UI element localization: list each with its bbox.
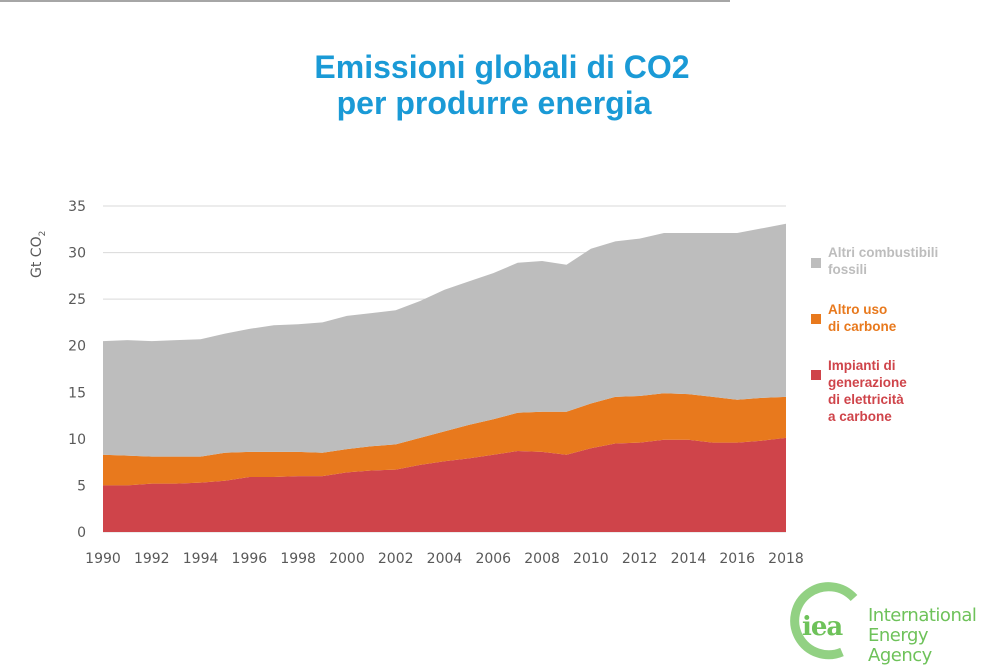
legend-label-line: a carbone: [828, 409, 892, 424]
x-tick-label: 1996: [232, 551, 268, 567]
area-coal-power: [103, 437, 786, 532]
iea-logo-mark: iea: [802, 612, 843, 642]
iea-logo-ring-icon: [790, 582, 858, 660]
x-axis-ticks: 1990 1992 1994 1996 1998 2000 2002 2004 2006 2008…: [85, 551, 804, 567]
iea-logo-text: International Energy Agency: [868, 606, 994, 666]
area-series: [103, 223, 786, 532]
chart-title-line-2: per produrre energia: [336, 85, 652, 121]
legend-swatch-other-fossil: [811, 258, 821, 268]
x-tick-label: 2008: [524, 551, 560, 567]
y-tick-label: 25: [68, 292, 86, 308]
y-tick-label: 5: [77, 478, 86, 494]
iea-logo-line-1: International: [868, 605, 977, 626]
x-tick-label: 2000: [329, 551, 365, 567]
legend-label-line: Altri combustibili: [828, 245, 939, 260]
legend-swatch-coal-power: [811, 370, 821, 380]
legend-label-line: di carbone: [828, 319, 897, 334]
x-tick-label: 2006: [475, 551, 511, 567]
chart-title-line-1: Emissioni globali di CO2: [314, 49, 690, 85]
y-tick-label: 10: [68, 432, 86, 448]
y-axis-label: Gt CO2: [29, 231, 48, 278]
y-tick-label: 0: [77, 525, 86, 541]
legend-item-coal-power: Impianti di generazione di elettricità a…: [811, 357, 991, 425]
y-tick-label: 15: [68, 385, 86, 401]
x-tick-label: 1998: [280, 551, 316, 567]
top-rule: [0, 0, 730, 2]
y-axis-ticks: 0 5 10 15 20 25 30 35: [68, 199, 86, 541]
y-tick-label: 30: [68, 246, 86, 262]
x-tick-label: 1994: [183, 551, 219, 567]
area-other-coal: [103, 393, 786, 486]
iea-logo: iea International Energy Agency: [780, 582, 994, 666]
y-axis-label-group: Gt CO2: [29, 231, 48, 278]
legend-label-line: Impianti di: [828, 358, 896, 373]
x-tick-label: 2018: [768, 551, 804, 567]
area-other-fossil: [103, 223, 786, 457]
x-tick-label: 2004: [427, 551, 463, 567]
iea-logo-line-2: Energy Agency: [868, 625, 932, 666]
legend-item-other-coal: Altro uso di carbone: [811, 301, 991, 335]
x-tick-label: 1990: [85, 551, 121, 567]
legend: Altri combustibili fossili Altro uso di …: [811, 244, 991, 425]
legend-item-other-fossil: Altri combustibili fossili: [811, 244, 991, 278]
x-tick-label: 2014: [671, 551, 707, 567]
x-tick-label: 1992: [134, 551, 170, 567]
legend-swatch-other-coal: [811, 314, 821, 324]
legend-label-line: generazione: [828, 375, 907, 390]
y-tick-label: 35: [68, 199, 86, 215]
legend-label-line: fossili: [828, 262, 868, 277]
x-tick-label: 2012: [622, 551, 658, 567]
y-tick-label: 20: [68, 339, 86, 355]
legend-label-line: Altro uso: [828, 302, 888, 317]
x-tick-label: 2016: [719, 551, 755, 567]
legend-label-line: di elettricità: [828, 392, 904, 407]
x-tick-label: 2010: [573, 551, 609, 567]
x-tick-label: 2002: [378, 551, 414, 567]
